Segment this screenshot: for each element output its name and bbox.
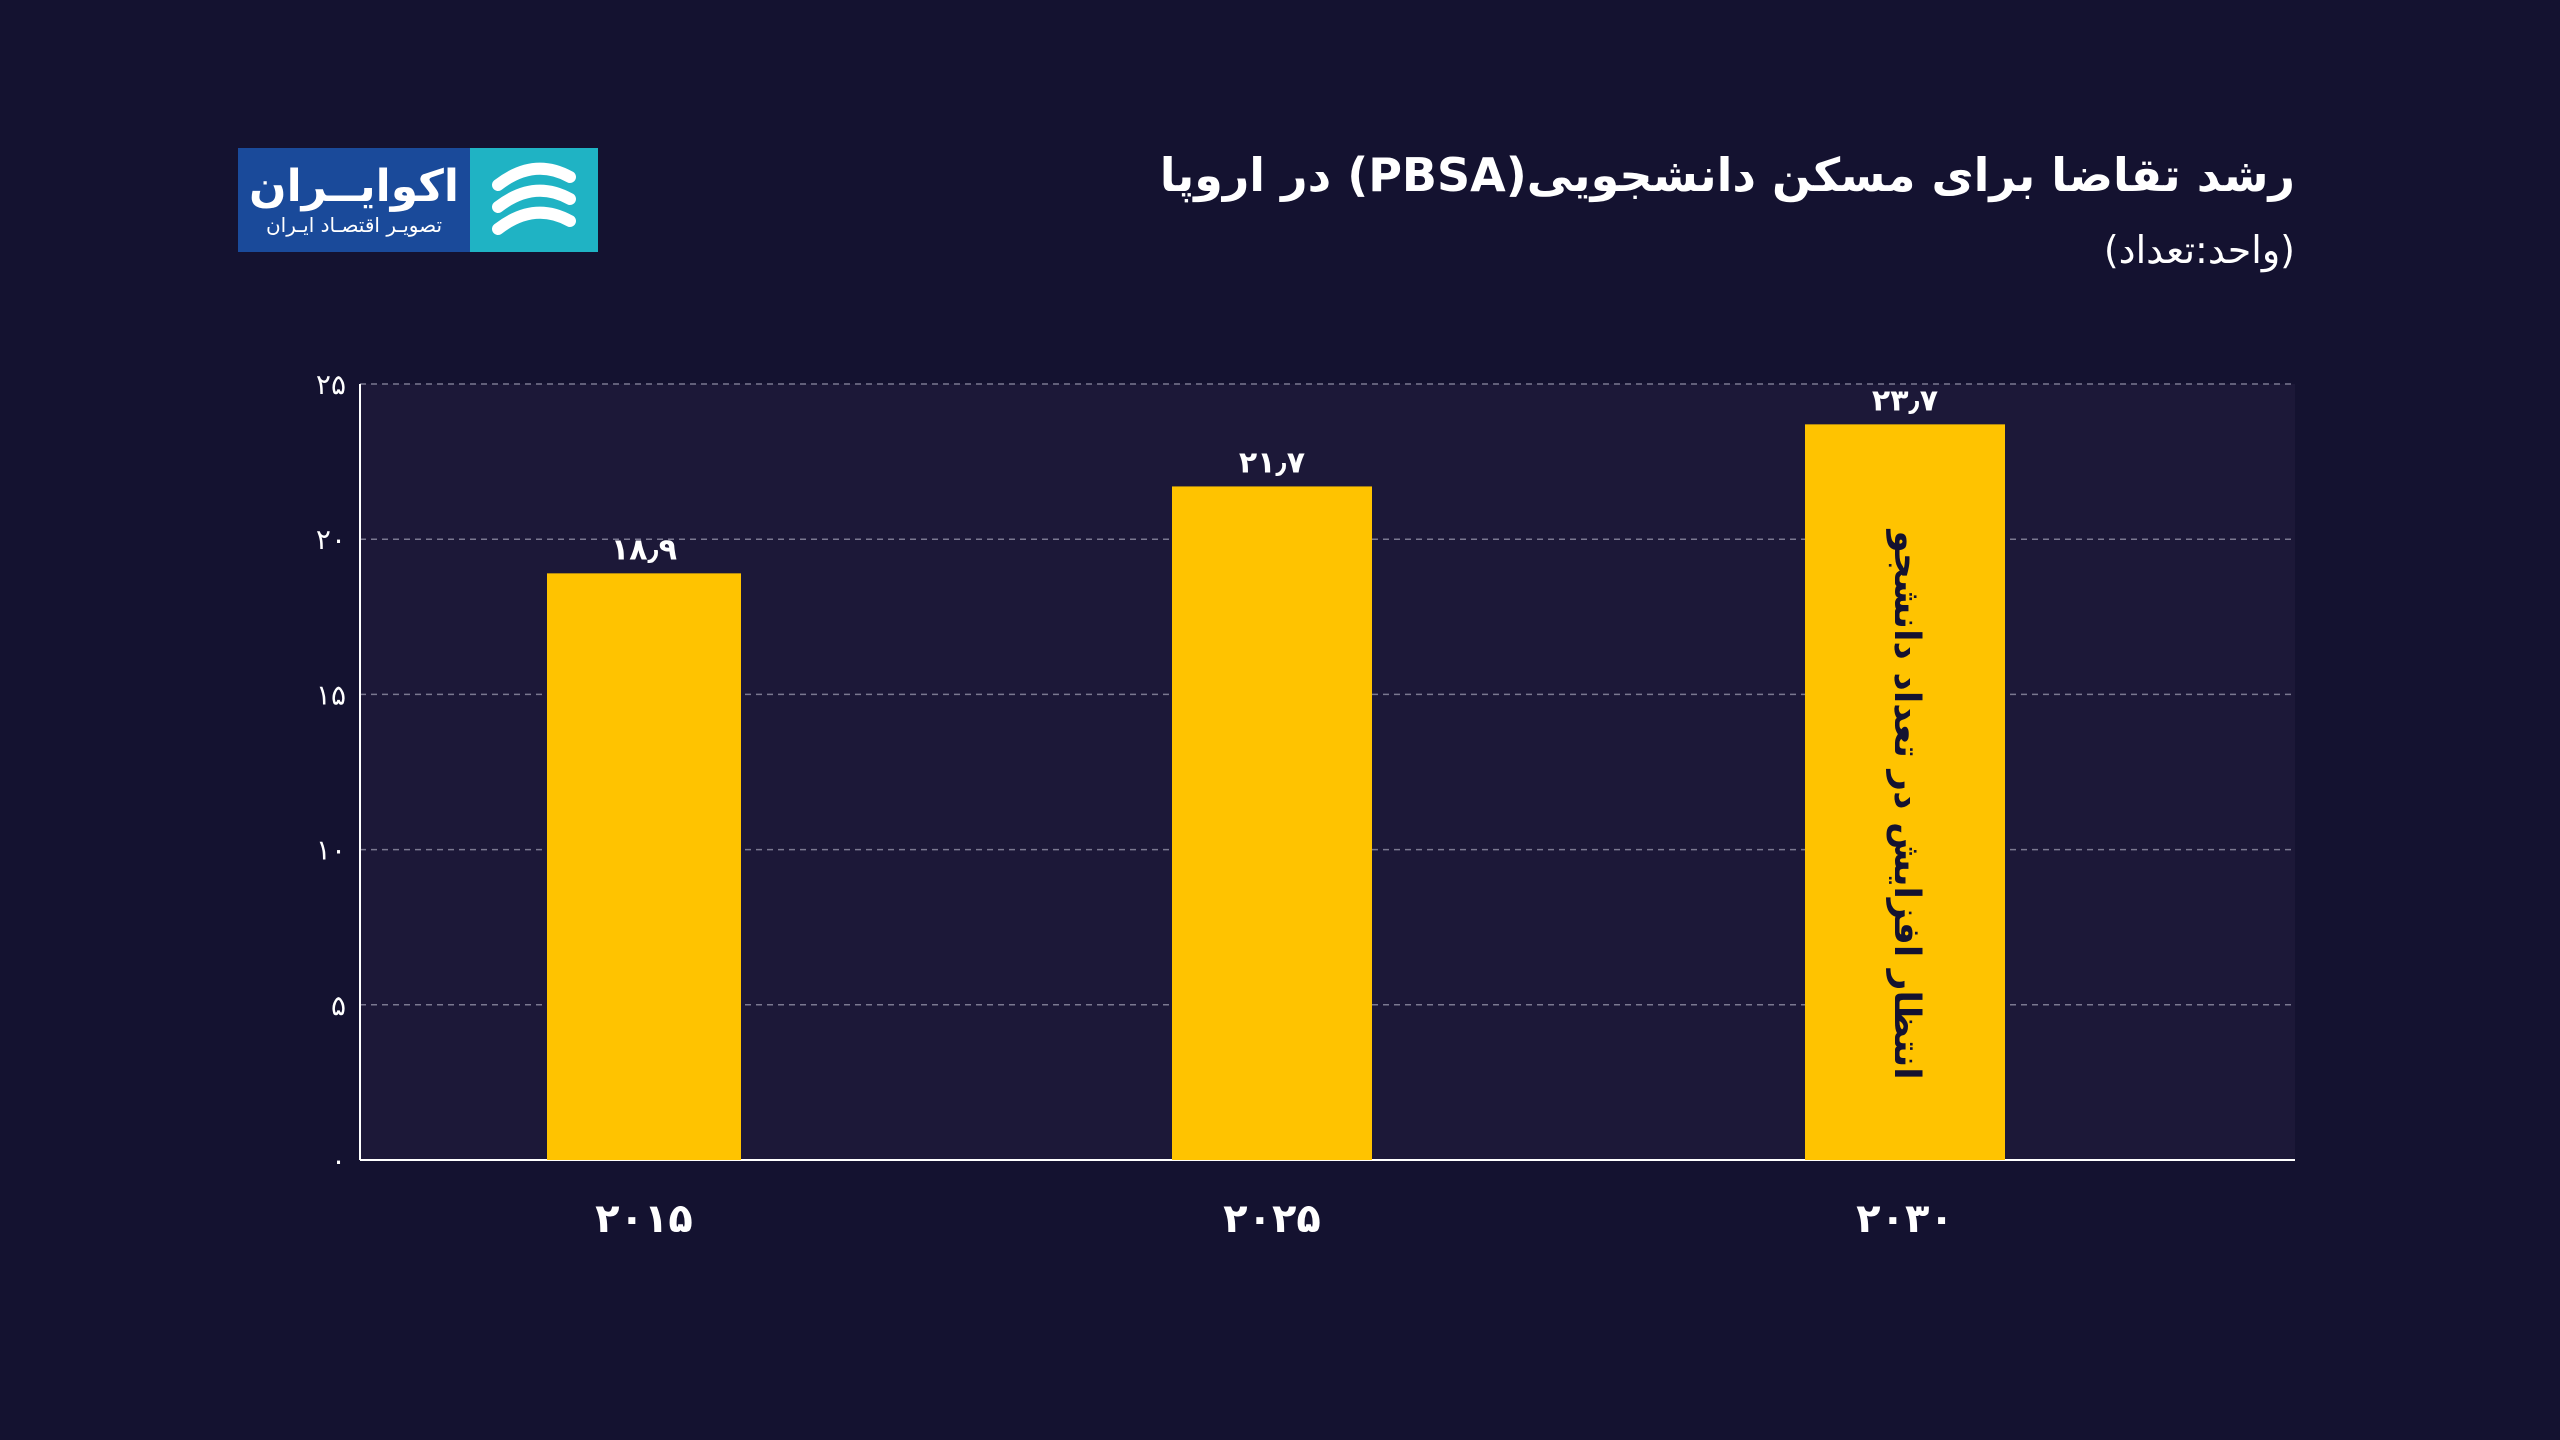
ecoiran-logo-icon (470, 148, 598, 252)
x-tick-label: ۲۰۱۵ (595, 1196, 693, 1242)
x-tick-label: ۲۰۲۵ (1223, 1196, 1321, 1242)
x-tick-label: ۲۰۳۰ (1856, 1196, 1954, 1242)
bar (547, 573, 741, 1160)
chart-title: رشد تقاضا برای مسکن دانشجویی(PBSA) در ار… (1159, 148, 2295, 202)
y-tick-label: ۱۰ (316, 834, 346, 867)
y-tick-label: ۲۰ (316, 523, 346, 556)
data-label: ۲۱٫۷ (1239, 445, 1305, 480)
y-tick-label: ۵ (331, 989, 346, 1022)
logo-name: اکوایــران (249, 161, 459, 212)
ecoiran-logo: اکوایــران تصویـر اقتصـاد ایـران (238, 148, 598, 252)
y-tick-label: ۰ (331, 1144, 346, 1177)
y-tick-label: ۱۵ (316, 678, 346, 711)
logo-text-block: اکوایــران تصویـر اقتصـاد ایـران (238, 148, 470, 252)
data-label: ۲۳٫۷ (1872, 383, 1938, 418)
chart-unit-label: (واحد:تعداد) (2103, 228, 2295, 272)
bar-annotation: انتظار افزایش در تعداد دانشجو (1886, 528, 1927, 1079)
data-label: ۱۸٫۹ (611, 532, 677, 567)
logo-tagline: تصویـر اقتصـاد ایـران (265, 213, 443, 237)
bar (1805, 424, 2005, 1160)
y-tick-label: ۲۵ (316, 368, 346, 401)
bar (1172, 486, 1372, 1160)
